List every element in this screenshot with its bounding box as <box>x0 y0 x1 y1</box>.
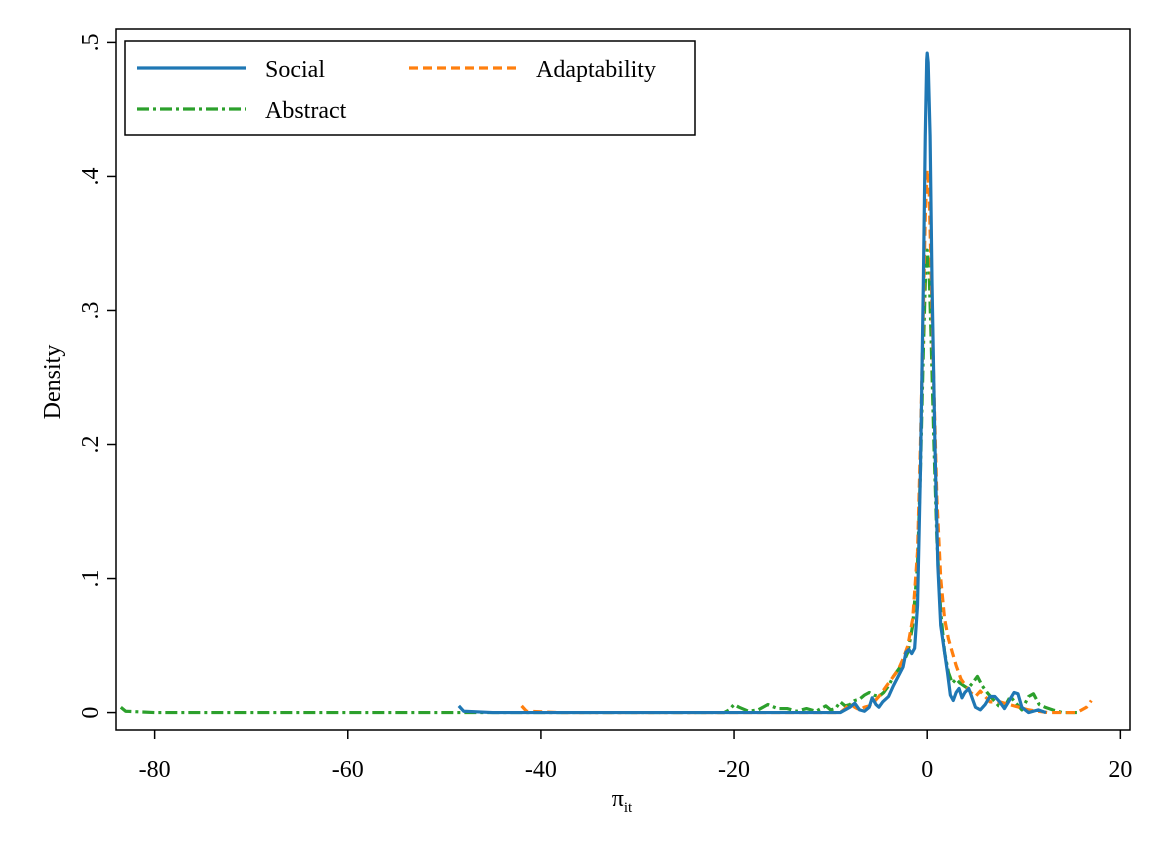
legend-label-social: Social <box>265 57 325 83</box>
series-line-social <box>457 51 1047 715</box>
y-tick-label-zero: 0 <box>78 707 104 719</box>
x-axis-title-main: π <box>612 786 624 812</box>
x-tick-label-60: -60 <box>332 757 364 783</box>
x-axis-title: πit <box>612 786 633 816</box>
x-tick-label-80: -80 <box>139 757 171 783</box>
y-tick-label-p2: .2 <box>78 436 104 454</box>
series-layer <box>119 51 1093 715</box>
plot-frame <box>115 28 1131 731</box>
x-tick-label-20: 20 <box>1108 757 1132 783</box>
legend-label-adaptability: Adaptability <box>536 57 656 83</box>
legend: Social Adaptability Abstract <box>124 40 696 136</box>
x-tick-label-0: 0 <box>921 757 933 783</box>
x-tick-label-40: -40 <box>525 757 557 783</box>
axis-layer: -80 -60 -40 -20 0 20 0 .1 .2 .3 .4 .5 <box>78 33 1132 783</box>
legend-label-abstract: Abstract <box>265 98 347 124</box>
y-tick-label-p5: .5 <box>78 33 104 51</box>
x-axis-title-subscript: it <box>624 800 633 816</box>
y-axis-title: Density <box>40 345 66 420</box>
x-tick-label-20: -20 <box>718 757 750 783</box>
y-tick-label-p4: .4 <box>78 167 104 185</box>
y-tick-label-p3: .3 <box>78 301 104 319</box>
legend-box <box>124 40 696 136</box>
y-tick-label-p1: .1 <box>78 570 104 588</box>
